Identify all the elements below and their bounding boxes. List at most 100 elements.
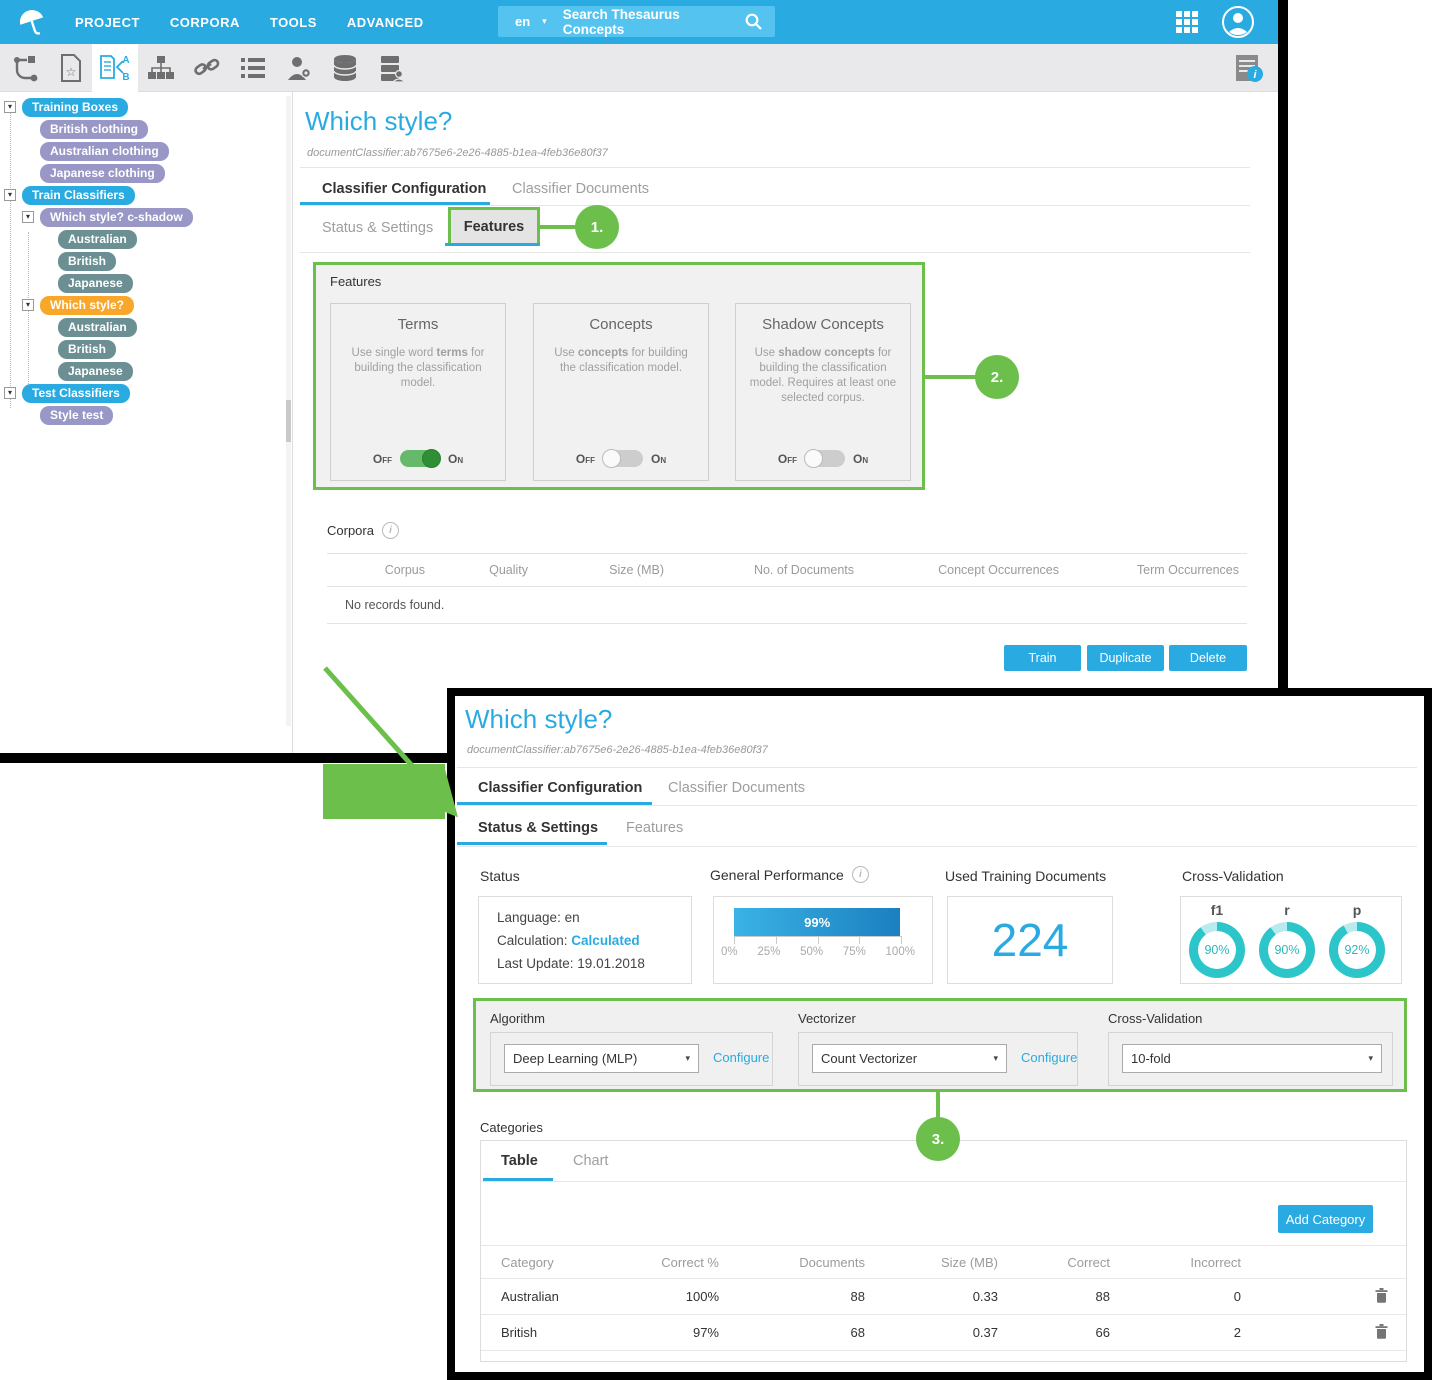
donut-chart-p: 92% [1329,922,1385,978]
tree-node[interactable]: Japanese [58,361,133,381]
subtab-status-settings[interactable]: Status & Settings [478,820,599,836]
subtab-features[interactable]: Features [626,820,684,836]
server-user-icon[interactable] [368,44,414,92]
tab-classifier-configuration[interactable]: Classifier Configuration [478,780,643,796]
search-icon[interactable] [744,12,763,31]
delete-row-icon[interactable] [1375,1323,1388,1342]
toggle-knob [803,449,823,468]
divider [457,846,1417,847]
report-info-icon[interactable]: i [1226,44,1272,92]
sitemap-icon[interactable] [138,44,184,92]
tree-node[interactable]: Which style? c-shadow [40,207,193,227]
user-avatar-icon[interactable] [1221,5,1255,44]
document-star-icon[interactable]: ☆ [48,44,94,92]
workflow-icon[interactable] [2,44,48,92]
concepts-toggle[interactable] [601,449,643,468]
menu-advanced[interactable]: ADVANCED [346,14,424,30]
list-icon[interactable] [230,44,276,92]
info-icon[interactable]: i [851,866,869,883]
divider [457,805,1417,806]
status-settings-window: Which style? documentClassifier:ab7675e6… [447,688,1432,1380]
terms-toggle[interactable] [399,449,441,468]
user-settings-icon[interactable] [276,44,322,92]
active-tab-underline [483,1178,553,1181]
tree-node[interactable]: Australian [58,317,137,337]
delete-button[interactable]: Delete [1169,645,1247,671]
algorithm-configure-link[interactable]: Configure [713,1050,770,1065]
link-icon[interactable] [184,44,230,92]
corpora-empty-row: No records found. [327,587,1247,624]
subtab-features[interactable]: Features [448,207,540,246]
annotation-line-3 [936,1092,940,1120]
tree-scrollbar-thumb[interactable] [286,400,291,442]
toolbar: ☆ A B [0,44,1278,92]
corpora-section-label: Corpora [327,523,374,538]
algorithm-box: Deep Learning (MLP) ▾ Configure [490,1032,773,1086]
chevron-down-icon: ▾ [993,1053,998,1063]
tree-node-training-boxes[interactable]: Training Boxes [22,97,129,117]
tree-node[interactable]: British [58,339,117,359]
menu-corpora[interactable]: CORPORA [169,14,240,30]
tree-node[interactable]: British clothing [40,119,148,139]
tree-node-train-classifiers[interactable]: Train Classifiers [22,185,135,205]
delete-row-icon[interactable] [1375,1287,1388,1306]
tree-expander-icon[interactable]: ▾ [4,189,16,201]
tree-node[interactable]: Style test [40,405,114,425]
cross-validation-label: Cross-Validation [1182,868,1284,884]
add-category-button[interactable]: Add Category [1278,1205,1373,1233]
menu-tools[interactable]: TOOLS [269,14,317,30]
classifier-uri: documentClassifier:ab7675e6-2e26-4885-b1… [307,147,608,159]
corpora-table-header: Corpus Quality Size (MB) No. of Document… [327,553,1247,587]
tab-classifier-documents[interactable]: Classifier Documents [668,780,805,796]
categories-tab-table[interactable]: Table [501,1153,538,1169]
search-input[interactable]: Search Thesaurus Concepts [562,6,680,37]
col-size: Size (MB) [609,563,664,577]
tree-node[interactable]: Australian [58,229,137,249]
settings-panel: Algorithm Vectorizer Cross-Validation De… [473,998,1407,1092]
tree-expander-icon[interactable]: ▾ [4,387,16,399]
algorithm-select[interactable]: Deep Learning (MLP) ▾ [504,1044,699,1073]
info-icon[interactable]: i [381,522,399,539]
shadow-concepts-toggle[interactable] [803,449,845,468]
menu-project[interactable]: PROJECT [75,14,140,30]
col-no-documents: No. of Documents [753,563,854,577]
on-label: On [650,451,667,466]
col-category: Category [501,1254,554,1270]
tree-node[interactable]: British [58,251,117,271]
subtab-status-settings[interactable]: Status & Settings [322,220,434,236]
categories-tab-chart[interactable]: Chart [573,1153,609,1169]
train-button[interactable]: Train [1004,645,1081,671]
tree-expander-icon[interactable]: ▾ [4,101,16,113]
annotation-step-2: 2. [975,355,1019,399]
tree-guide-line [10,112,11,408]
tree-node[interactable]: Japanese [58,273,133,293]
database-icon[interactable] [322,44,368,92]
features-section-label: Features [330,274,382,289]
search-language-select[interactable]: en [515,14,531,29]
col-corpus: Corpus [384,563,425,577]
vectorizer-select[interactable]: Count Vectorizer ▾ [812,1044,1007,1073]
duplicate-button[interactable]: Duplicate [1087,645,1164,671]
cv-fold-select[interactable]: 10-fold ▾ [1122,1044,1382,1073]
vectorizer-configure-link[interactable]: Configure [1021,1050,1078,1065]
tree-node[interactable]: Japanese clothing [40,163,165,183]
tab-classifier-documents[interactable]: Classifier Documents [512,181,649,197]
off-label: Off [372,451,392,466]
tree-expander-icon[interactable]: ▾ [22,299,34,311]
tree-node-which-style[interactable]: Which style? [40,295,135,315]
vectorizer-box: Count Vectorizer ▾ Configure [798,1032,1078,1086]
donut-p-label: p [1352,902,1362,918]
tab-classifier-configuration[interactable]: Classifier Configuration [322,181,487,197]
tree-node-test-classifiers[interactable]: Test Classifiers [22,383,130,403]
classification-icon[interactable]: A B [92,44,138,92]
tree-node[interactable]: Australian clothing [40,141,169,161]
cv-fold-box: 10-fold ▾ [1108,1032,1393,1086]
chevron-down-icon: ▾ [1368,1053,1373,1063]
chevron-down-icon[interactable]: ▾ [542,16,547,26]
app-grid-icon[interactable] [1176,11,1198,38]
thesaurus-search[interactable]: en ▾ Search Thesaurus Concepts [498,6,775,37]
col-documents: Documents [799,1254,865,1270]
feature-description: Use single word terms for building the c… [351,347,485,389]
tree-expander-icon[interactable]: ▾ [22,211,34,223]
poolparty-logo-icon[interactable] [16,6,48,43]
